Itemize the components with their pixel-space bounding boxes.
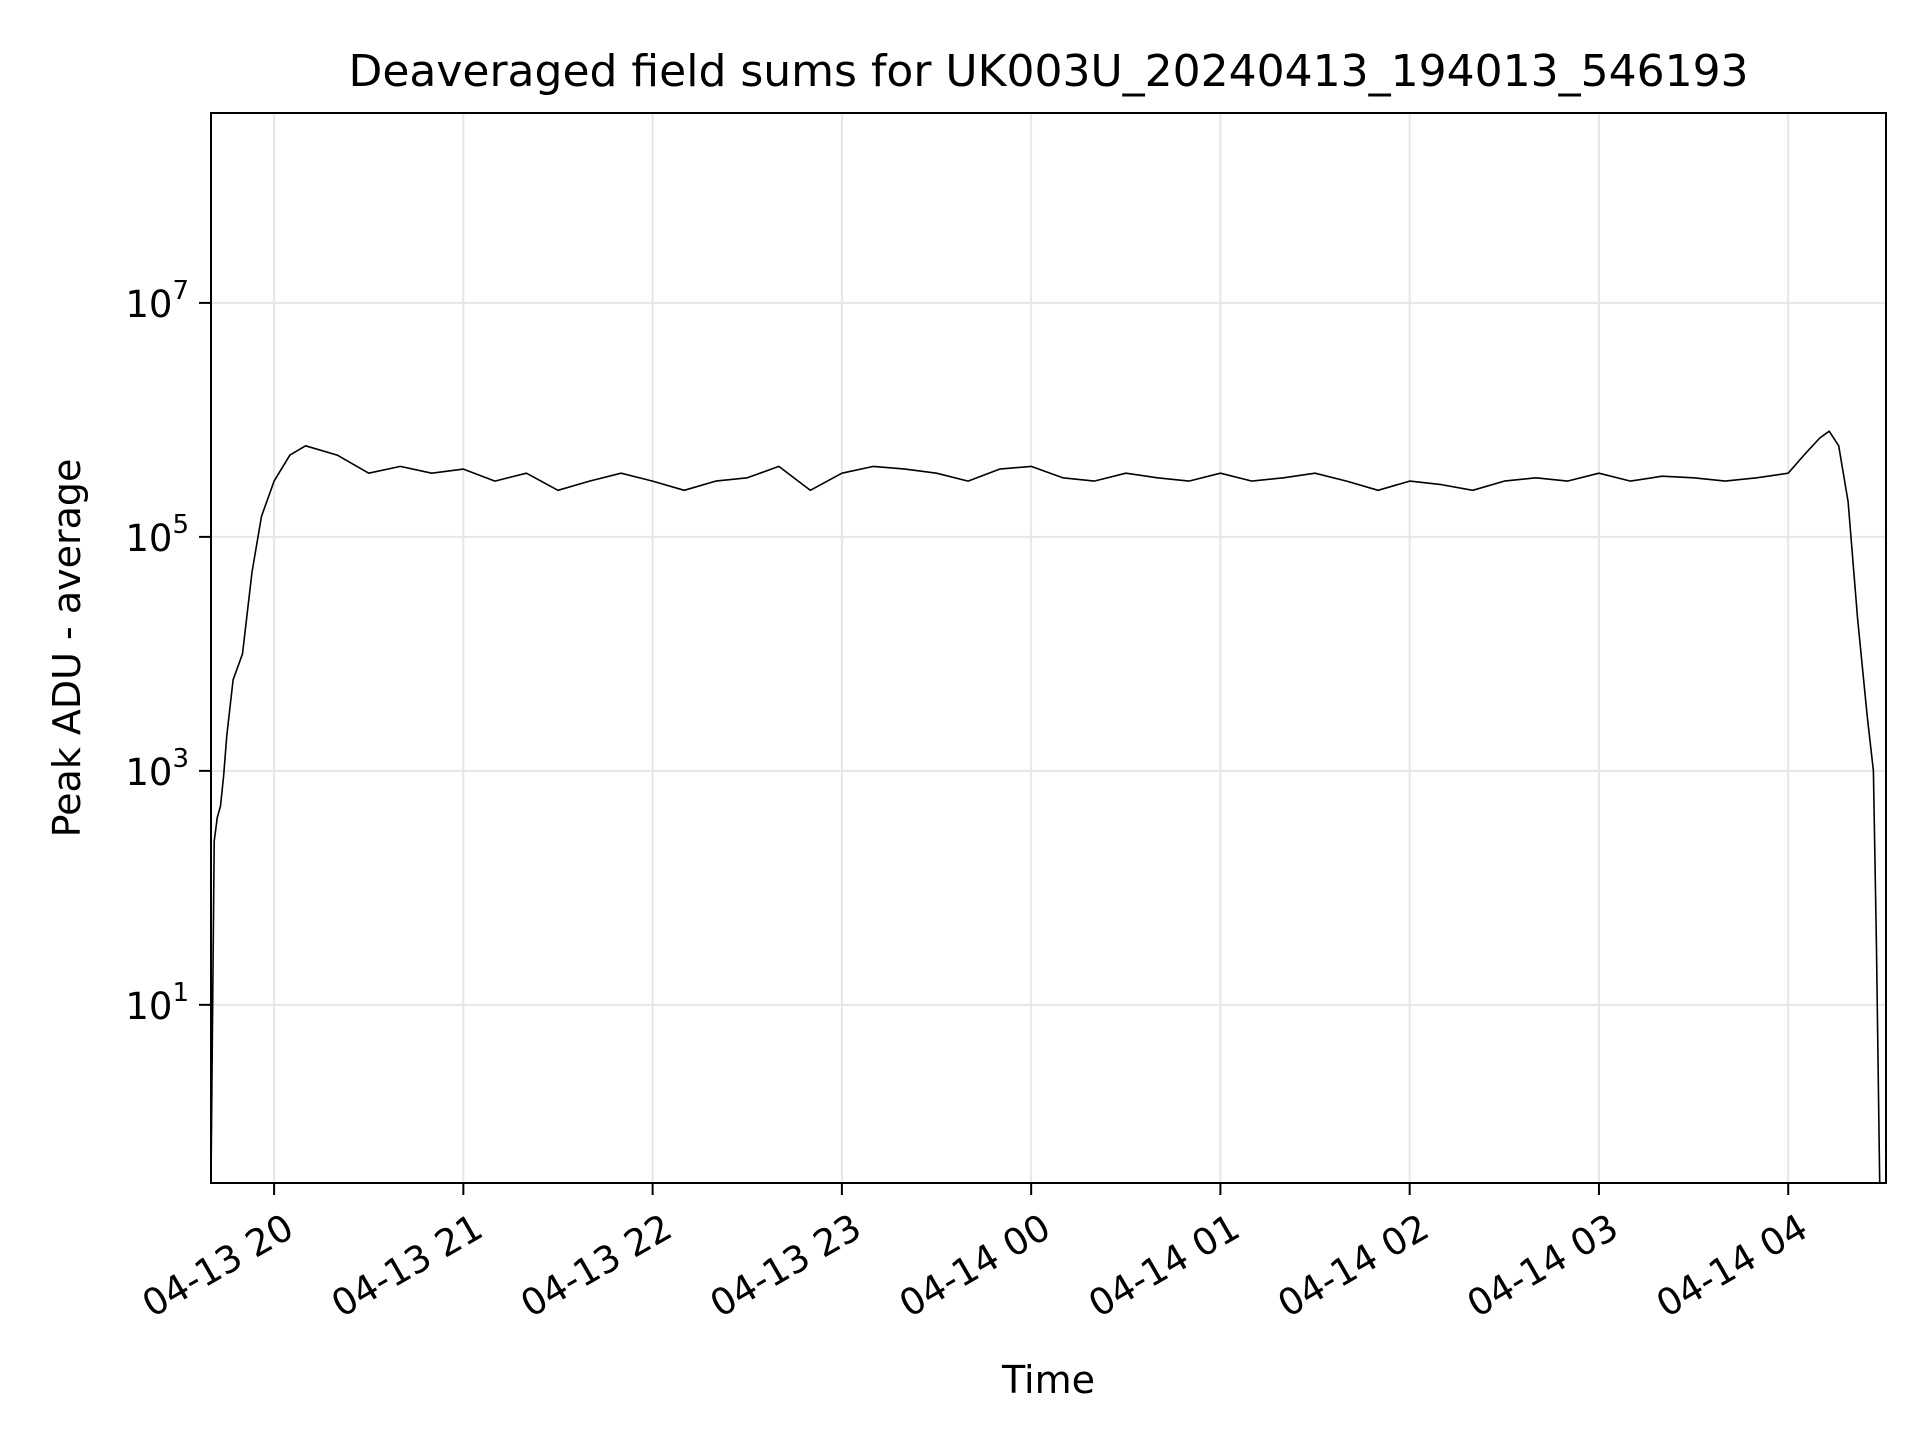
series-line [210,430,1881,1184]
chart-title: Deaveraged field sums for UK003U_2024041… [348,46,1748,97]
x-tick-label: 04-13 21 [324,1206,490,1326]
y-tick-label: 107 [125,276,189,326]
y-tick-label: 101 [125,978,189,1028]
x-tick-label: 04-14 01 [1081,1206,1247,1326]
y-tick-label: 105 [125,510,189,560]
x-tick-label: 04-14 04 [1649,1206,1815,1326]
x-tick-label: 04-14 03 [1460,1206,1626,1326]
x-axis-label: Time [1001,1358,1095,1402]
ticks: 04-13 20 04-13 21 04-13 22 04-13 23 04-14 00… [125,276,1814,1326]
x-tick-label: 04-13 20 [135,1206,301,1326]
plot-frame [210,112,1887,1184]
x-tick-label: 04-13 22 [514,1206,680,1326]
x-tick-label: 04-14 00 [892,1206,1058,1326]
x-tick-label: 04-14 02 [1271,1206,1437,1326]
x-tick-label: 04-13 23 [703,1206,869,1326]
data-layer [210,430,1881,1184]
grid [211,113,1886,1183]
y-tick-label: 103 [125,744,189,794]
y-axis-label: Peak ADU - average [45,459,89,838]
